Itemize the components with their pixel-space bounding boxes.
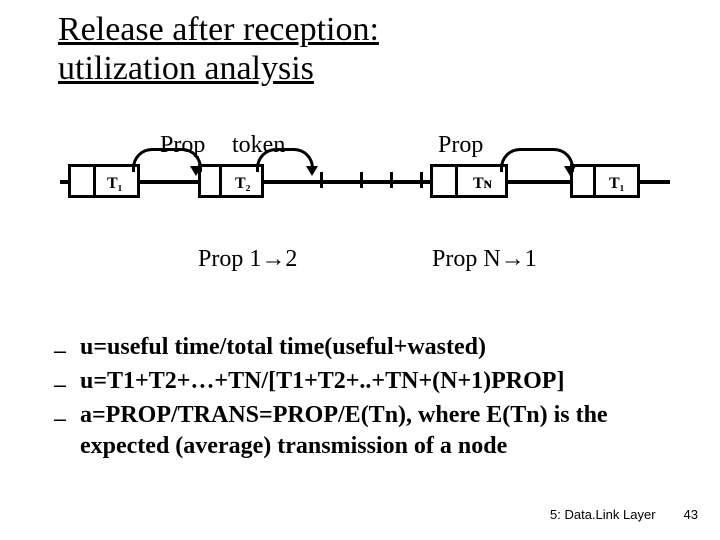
label-prop-1-2: Prop 1→2 (198, 246, 297, 273)
label-prop-n-1: Prop N→1 (432, 246, 537, 273)
prop-arc (500, 148, 574, 172)
arrow-head-icon (306, 166, 318, 176)
list-item: – a=PROP/TRANS=PROP/E(Tn), where E(Tn) i… (40, 400, 680, 462)
frame-divider (593, 167, 596, 195)
title-line-2: utilization analysis (58, 50, 314, 87)
gap-tick (320, 172, 323, 188)
footer-section-label: 5: Data.Link Layer (550, 507, 656, 522)
label-prop-right: Prop (438, 132, 483, 159)
frame-box: T₂ (198, 164, 264, 198)
bullet-text: u=T1+T2+…+TN/[T1+T2+..+TN+(N+1)PROP] (80, 366, 680, 397)
frame-box: Tɴ (430, 164, 508, 198)
gap-tick (360, 172, 363, 188)
frame-box: T₁ (570, 164, 640, 198)
list-item: – u=T1+T2+…+TN/[T1+T2+..+TN+(N+1)PROP] (40, 366, 680, 398)
footer-page-number: 43 (684, 507, 698, 522)
frame-label: T₁ (107, 175, 122, 193)
title-line-1: Release after reception: (58, 11, 379, 48)
frame-label: T₁ (609, 175, 624, 193)
arrow-head-icon (190, 166, 202, 176)
list-item: – u=useful time/total time(useful+wasted… (40, 332, 680, 364)
bullet-list: – u=useful time/total time(useful+wasted… (40, 332, 680, 464)
frame-divider (93, 167, 96, 195)
bullet-text: u=useful time/total time(useful+wasted) (80, 332, 680, 363)
gap-tick (420, 172, 423, 188)
bullet-text: a=PROP/TRANS=PROP/E(Tn), where E(Tn) is … (80, 400, 680, 462)
arrow-head-icon (564, 166, 576, 176)
slide-title: Release after reception: utilization ana… (58, 10, 379, 88)
dash-icon: – (40, 400, 80, 432)
frame-divider (455, 167, 458, 195)
frame-label: T₂ (235, 175, 250, 193)
dash-icon: – (40, 366, 80, 398)
frame-divider (219, 167, 222, 195)
frame-label: Tɴ (473, 175, 492, 193)
dash-icon: – (40, 332, 80, 364)
frame-box: T₁ (68, 164, 140, 198)
slide-footer: 5: Data.Link Layer 43 (550, 507, 698, 522)
ring-diagram: T₁ T₂ Tɴ T₁ (60, 160, 670, 280)
gap-tick (390, 172, 393, 188)
